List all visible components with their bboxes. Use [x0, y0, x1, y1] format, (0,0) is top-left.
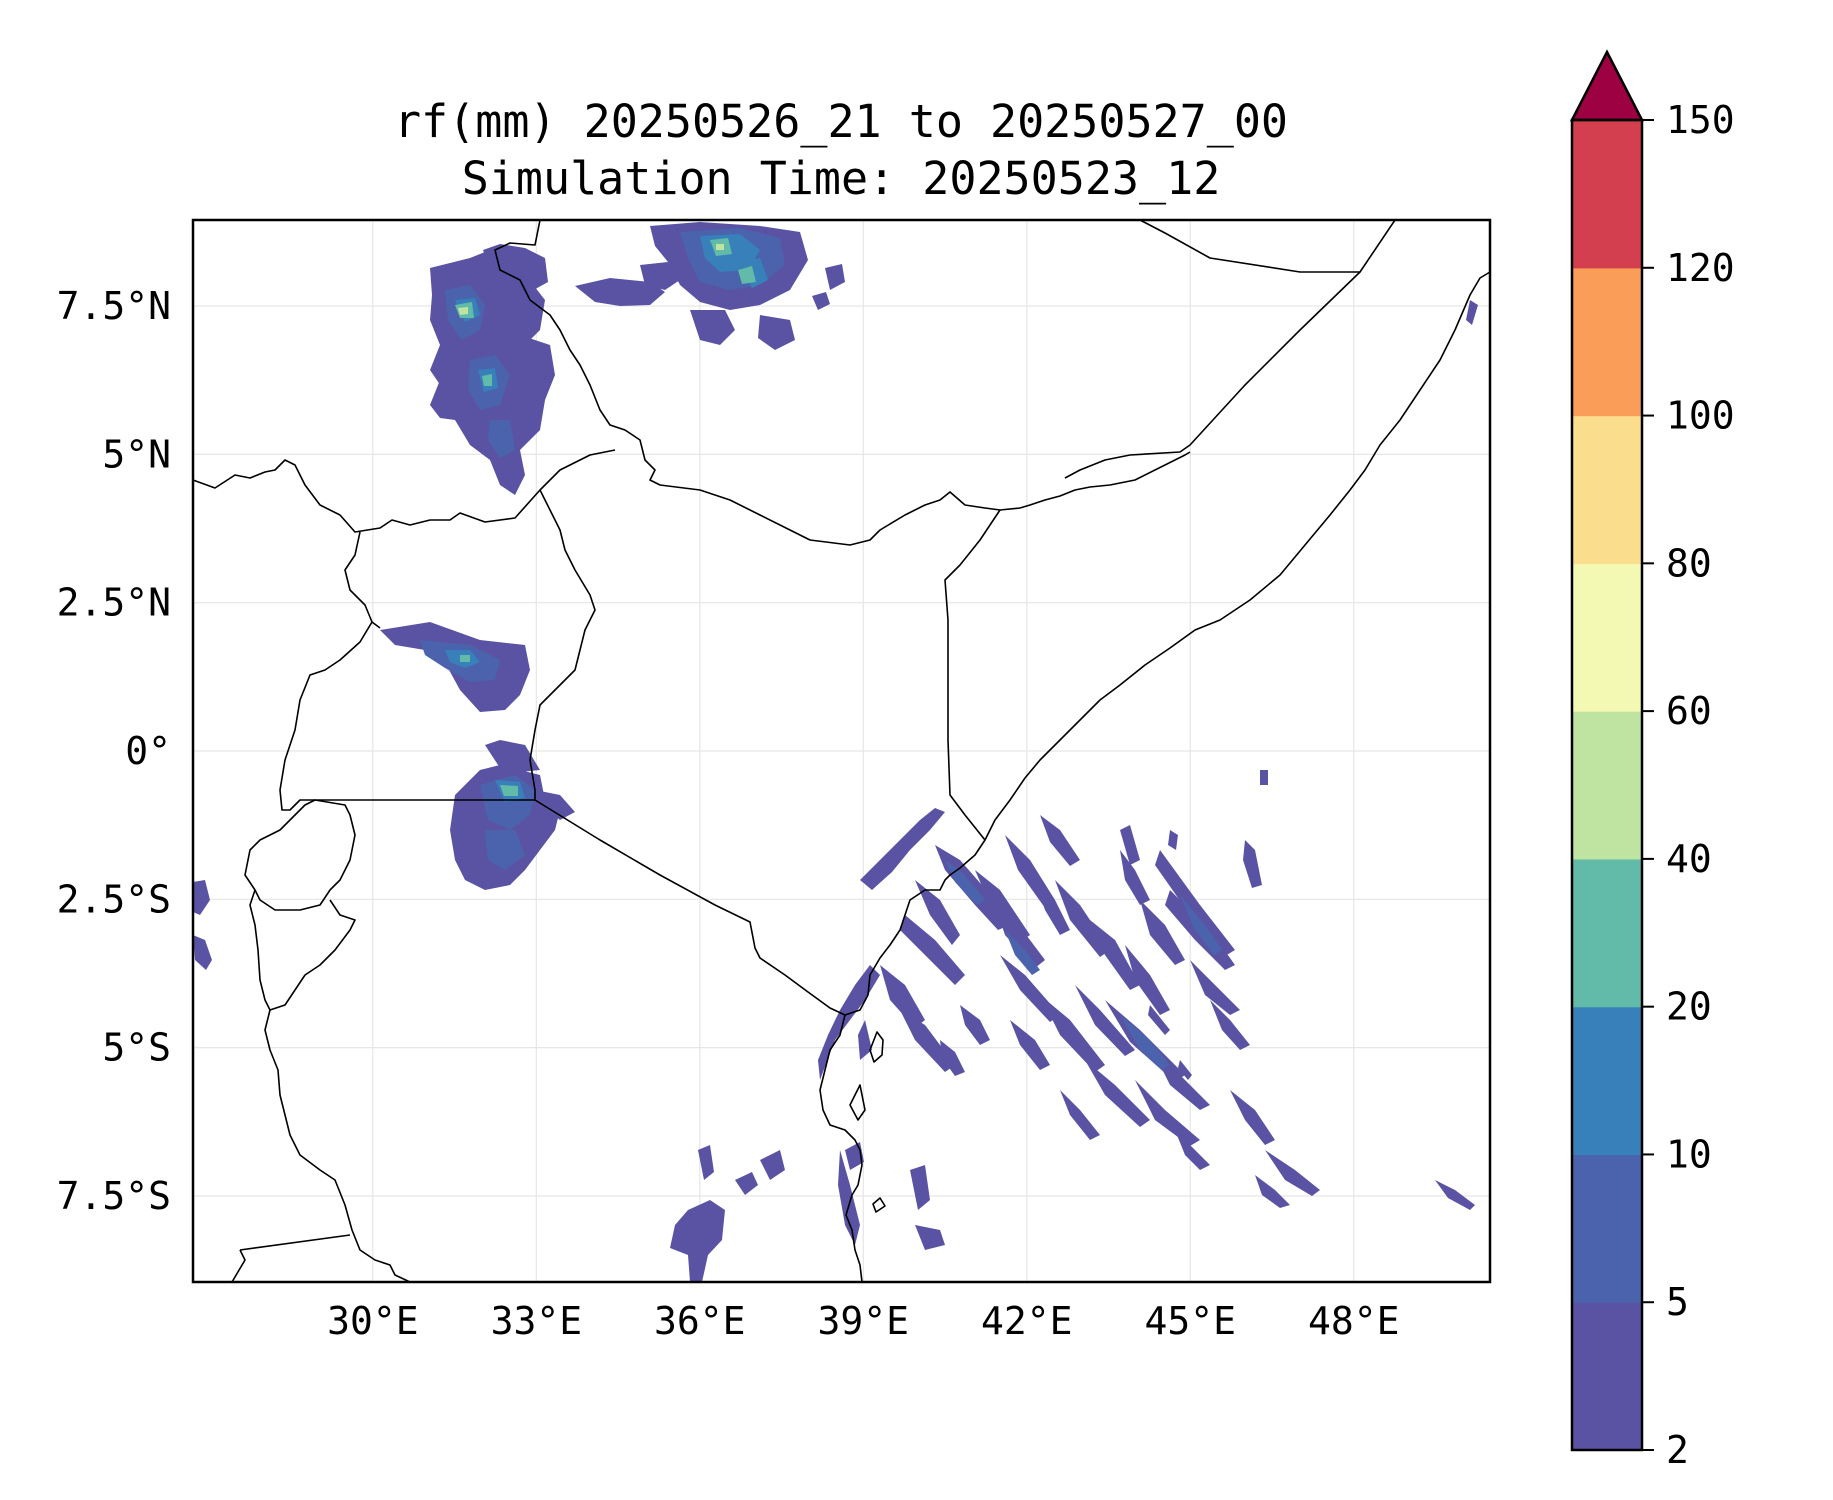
colorbar-bin [1572, 1006, 1642, 1156]
colorbar-bin [1572, 563, 1642, 712]
y-tick-label: 2.5°S [57, 877, 171, 921]
map-title-line-2: Simulation Time: 20250523_12 [462, 152, 1221, 205]
y-tick-label: 5°N [102, 432, 171, 476]
x-tick-label: 33°E [491, 1299, 583, 1343]
rainfall-contours [193, 220, 1490, 1282]
x-tick-label: 42°E [981, 1299, 1073, 1343]
colorbar-frame [1570, 118, 1644, 1452]
colorbar-tick-label: 5 [1666, 1280, 1689, 1324]
x-tick-label: 30°E [327, 1299, 419, 1343]
x-tick-label: 36°E [654, 1299, 746, 1343]
colorbar-bin [1572, 1154, 1642, 1303]
map-frame [191, 218, 1492, 1284]
colorbar-tick-label: 2 [1666, 1428, 1689, 1472]
map-title-line-1: rf(mm) 20250526_21 to 20250527_00 [394, 95, 1288, 148]
colorbar: 2 5 10 20 40 60 80 100 120 150 [1569, 49, 1735, 1472]
colorbar-tick-label: 20 [1666, 985, 1712, 1029]
country-boundaries [193, 220, 1490, 1282]
colorbar-bin [1572, 858, 1642, 1008]
colorbar-tick-label: 10 [1666, 1132, 1712, 1176]
rainfall-field-extreme [458, 244, 724, 315]
colorbar-bin [1572, 267, 1642, 417]
y-tick-label: 7.5°N [57, 284, 171, 328]
colorbar-bin [1572, 1302, 1642, 1451]
y-tick-label: 5°S [102, 1026, 171, 1070]
colorbar-tick-label: 40 [1666, 837, 1712, 881]
colorbar-bin [1572, 120, 1642, 269]
x-tick-label: 45°E [1145, 1299, 1237, 1343]
y-tick-label: 7.5°S [57, 1174, 171, 1218]
y-tick-label: 0° [125, 729, 171, 773]
x-tick-label: 48°E [1308, 1299, 1400, 1343]
colorbar-bin [1572, 415, 1642, 564]
colorbar-tick-label: 60 [1666, 689, 1712, 733]
y-tick-label: 2.5°N [57, 581, 171, 625]
colorbar-tick-label: 120 [1666, 246, 1735, 290]
colorbar-tick-label: 100 [1666, 394, 1735, 438]
colorbar-bin [1572, 711, 1642, 860]
colorbar-extend-triangle [1569, 49, 1645, 122]
x-tick-label: 39°E [818, 1299, 910, 1343]
map-plot-area: 30°E 33°E 36°E 39°E 42°E 45°E 48°E 7.5°N 5°N 2.5°… [57, 218, 1492, 1343]
axis-ticks: 30°E 33°E 36°E 39°E 42°E 45°E 48°E 7.5°N 5°N 2.5°… [57, 284, 1400, 1343]
colorbar-tick-label: 80 [1666, 541, 1712, 585]
colorbar-tick-label: 150 [1666, 98, 1735, 142]
